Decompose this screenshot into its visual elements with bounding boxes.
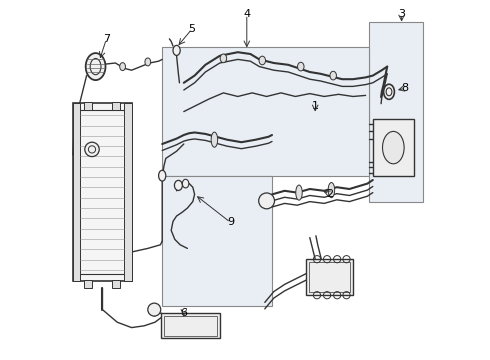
Text: 4: 4 — [243, 9, 250, 19]
Ellipse shape — [182, 179, 189, 188]
Text: 8: 8 — [402, 83, 409, 93]
Ellipse shape — [174, 180, 182, 190]
Bar — [373, 119, 414, 176]
Ellipse shape — [85, 142, 99, 157]
Ellipse shape — [120, 63, 125, 71]
Bar — [162, 313, 220, 338]
Ellipse shape — [148, 303, 161, 316]
Text: 9: 9 — [227, 217, 234, 228]
Text: 7: 7 — [103, 34, 110, 44]
Ellipse shape — [145, 58, 151, 66]
Bar — [73, 103, 80, 281]
Bar — [162, 176, 272, 306]
Text: 6: 6 — [180, 308, 187, 318]
Text: 5: 5 — [189, 24, 196, 34]
Text: 1: 1 — [312, 101, 318, 111]
Bar — [306, 259, 353, 295]
Bar — [309, 262, 350, 292]
Ellipse shape — [259, 193, 274, 209]
Text: 3: 3 — [398, 9, 405, 19]
Bar — [112, 102, 120, 110]
Ellipse shape — [297, 62, 304, 71]
Ellipse shape — [259, 56, 266, 65]
Ellipse shape — [159, 170, 166, 181]
Bar — [84, 102, 92, 110]
Bar — [112, 280, 120, 288]
Bar — [162, 47, 369, 176]
Bar — [84, 280, 92, 288]
Ellipse shape — [211, 132, 218, 147]
Bar — [164, 316, 217, 336]
Ellipse shape — [384, 84, 394, 99]
Text: 2: 2 — [326, 189, 333, 199]
Ellipse shape — [296, 185, 302, 200]
Ellipse shape — [173, 45, 180, 55]
Ellipse shape — [86, 53, 105, 80]
Ellipse shape — [328, 183, 335, 198]
Ellipse shape — [220, 54, 227, 63]
Bar — [124, 103, 132, 281]
Ellipse shape — [383, 131, 404, 164]
Ellipse shape — [330, 71, 337, 80]
Polygon shape — [73, 103, 132, 281]
Bar — [79, 110, 125, 274]
Bar — [369, 22, 423, 202]
